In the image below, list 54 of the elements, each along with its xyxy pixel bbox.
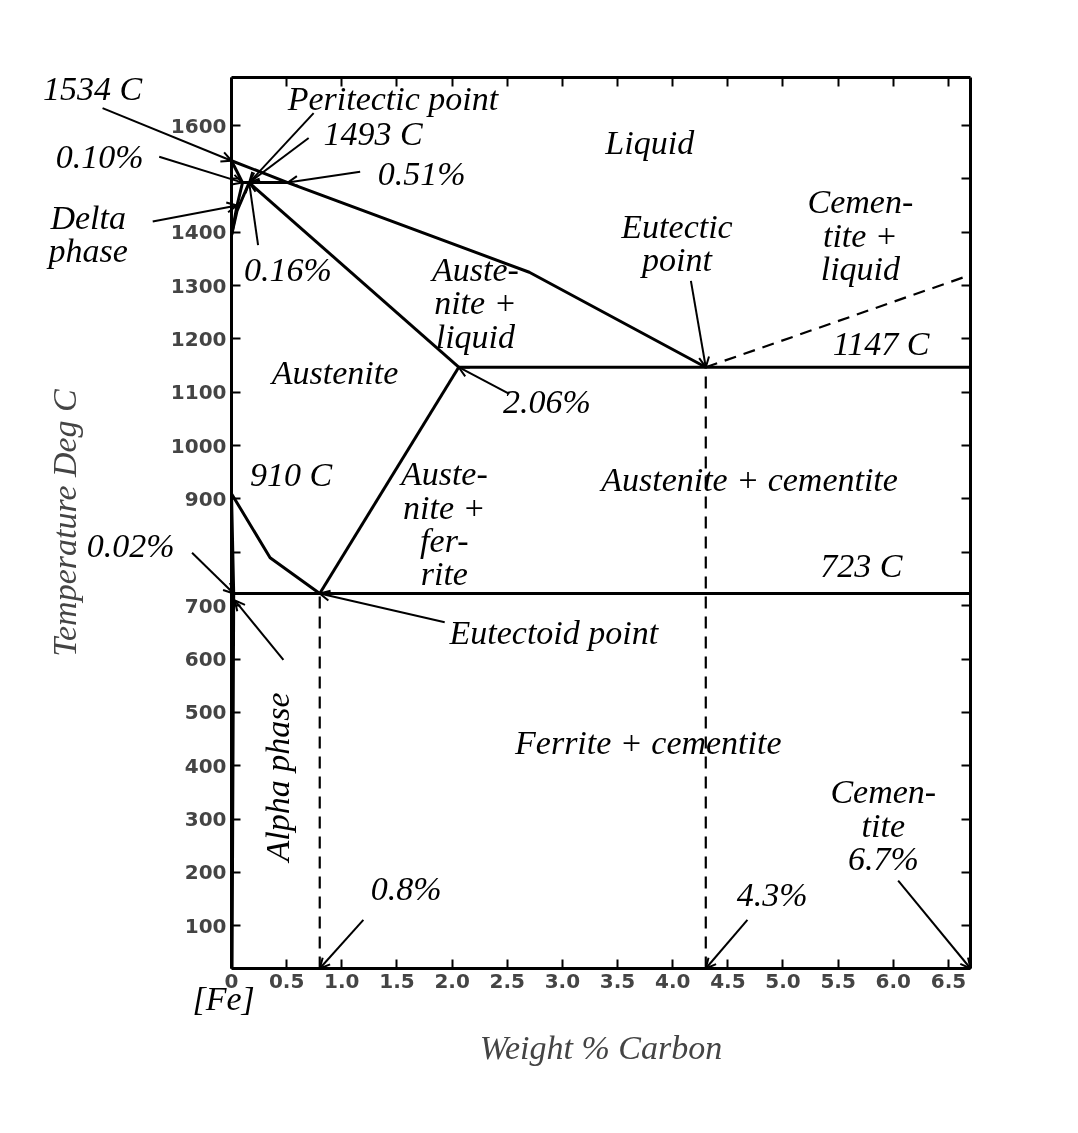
annotation: Eutectoid point — [448, 613, 660, 651]
annotation: 1147 C — [832, 324, 930, 362]
annotation: Austenite — [269, 353, 399, 391]
y-tick-label: 1200 — [170, 326, 227, 351]
x-tick-label: 2.5 — [489, 968, 525, 993]
y-tick-label: 400 — [184, 753, 227, 778]
y-tick-label: 900 — [184, 486, 227, 511]
y-tick-label: 1300 — [170, 273, 227, 298]
x-tick-label: 0.5 — [268, 968, 305, 993]
annotation: Peritectic point — [286, 79, 500, 117]
x-tick-label: 3.5 — [599, 968, 636, 993]
x-tick-label: 2.0 — [434, 968, 470, 993]
x-tick-label: 4.0 — [654, 968, 691, 993]
annotation: 1493 C — [323, 114, 424, 152]
annotation: 0.16% — [243, 251, 332, 289]
x-tick-label: 6.5 — [930, 968, 967, 993]
y-axis-title: Temperature Deg C — [45, 388, 83, 657]
annotation: Delta phase — [46, 199, 128, 270]
y-tick-label: 200 — [184, 860, 227, 885]
annotation: Austenite + cementite — [599, 460, 898, 498]
annotation: 1534 C — [43, 69, 143, 107]
annotation: 0.51% — [377, 155, 466, 193]
y-tick-label: 500 — [184, 700, 227, 725]
annotation: 2.06% — [503, 383, 591, 421]
y-tick-label: 300 — [184, 807, 227, 832]
y-tick-label: 700 — [184, 593, 227, 618]
x-tick-label: 1.5 — [379, 968, 415, 993]
annotation: Ferrite + cementite — [514, 723, 782, 761]
y-tick-label: 1100 — [170, 380, 227, 405]
annotation: 4.3% — [736, 875, 808, 913]
y-tick-label: 100 — [184, 913, 227, 938]
annotation: Cemen- tite 6.7% — [830, 773, 937, 877]
x-tick-label: 5.5 — [820, 968, 856, 993]
y-tick-label: 1600 — [170, 113, 227, 138]
x-axis-title: Weight % Carbon — [479, 1028, 723, 1066]
annotation: Auste- nite + fer- rite — [398, 455, 488, 593]
annotation: 910 C — [249, 456, 333, 494]
annotation: 0.02% — [86, 527, 175, 565]
x-tick-label: 4.5 — [710, 968, 746, 993]
x-tick-label: 5.0 — [765, 968, 801, 993]
y-tick-label: 1000 — [170, 433, 227, 458]
y-tick-label: 600 — [184, 647, 227, 672]
x-tick-label: 6.0 — [875, 968, 912, 993]
annotation: 0.10% — [55, 138, 144, 176]
x-tick-label: 1.0 — [324, 968, 360, 993]
annotation: 723 C — [820, 547, 903, 585]
x-tick-label: 3.0 — [544, 968, 581, 993]
annotation: Liquid — [604, 124, 696, 162]
annotation: 0.8% — [370, 869, 442, 907]
annotation: Auste- nite + liquid — [429, 251, 519, 355]
annotation: Alpha phase — [258, 692, 296, 864]
annotation: Cemen- tite + liquid — [807, 183, 914, 288]
y-tick-label: 1400 — [170, 220, 227, 245]
annotation: Eutectic point — [620, 208, 733, 279]
